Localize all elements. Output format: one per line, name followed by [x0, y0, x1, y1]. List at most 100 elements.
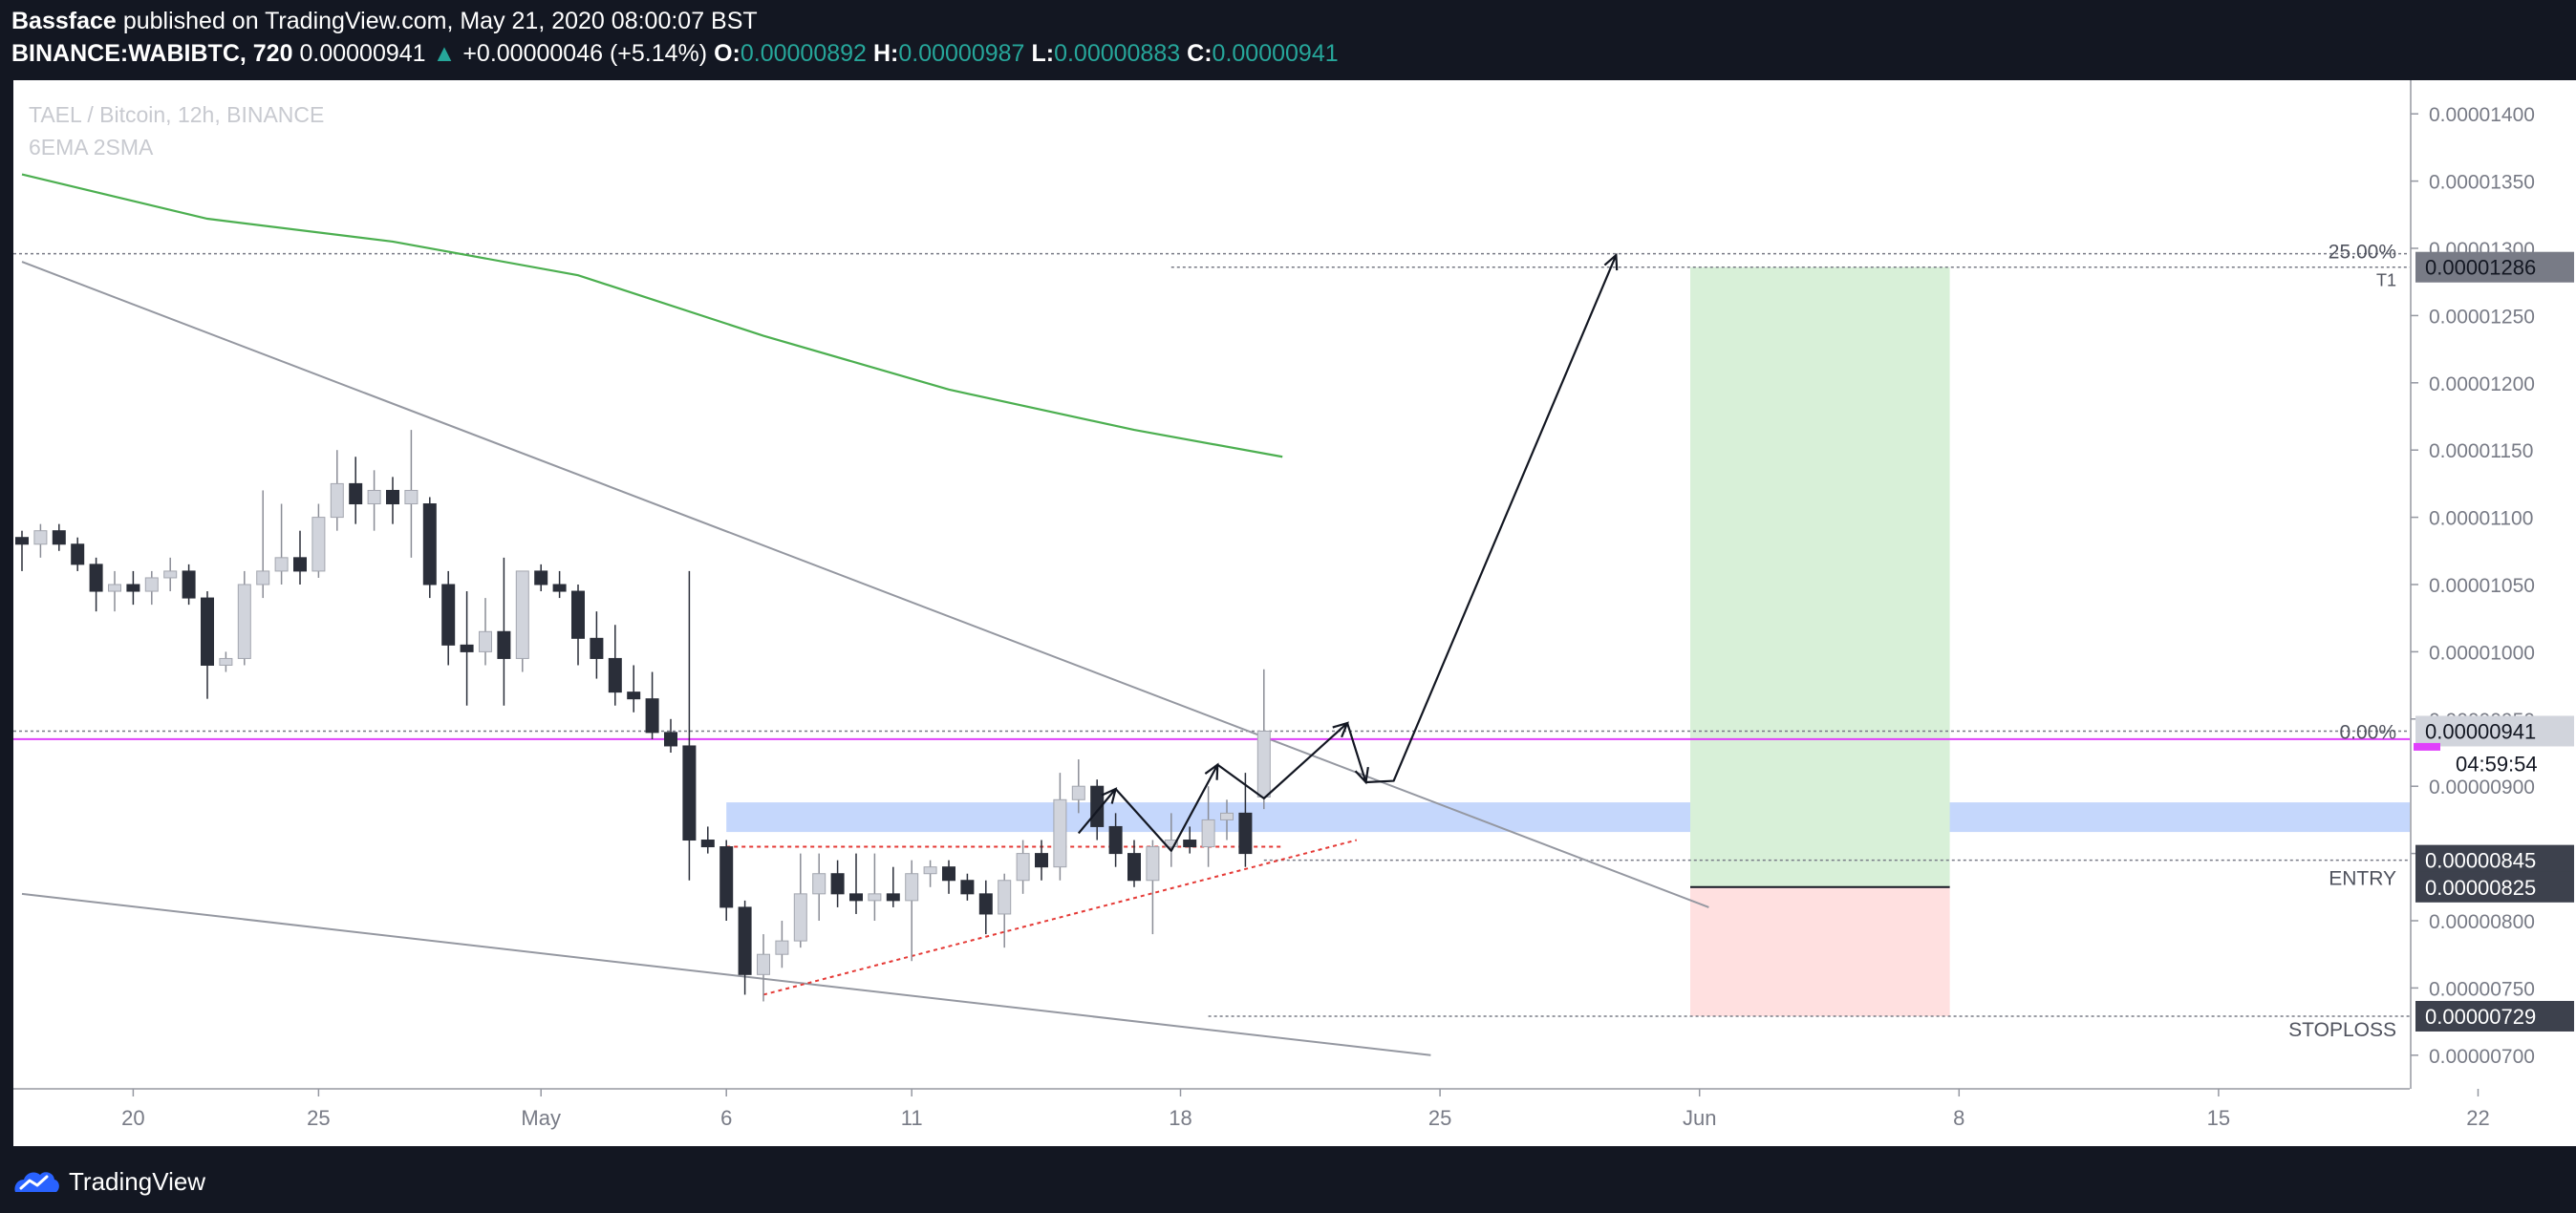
candle[interactable] [608, 657, 622, 693]
x-tick-label: 25 [307, 1106, 330, 1130]
symbol-name[interactable]: BINANCE:WABIBTC, 720 [11, 40, 293, 67]
y-tick-label: 0.00000900 [2429, 777, 2535, 798]
candle[interactable] [812, 873, 826, 895]
candle[interactable] [71, 543, 85, 565]
candle[interactable] [404, 489, 419, 505]
candle[interactable] [682, 745, 697, 841]
author-name[interactable]: Bassface [11, 8, 117, 34]
candle[interactable] [256, 570, 270, 585]
candle[interactable] [182, 570, 196, 599]
candle[interactable] [719, 846, 734, 908]
candle[interactable] [460, 644, 474, 652]
candle[interactable] [515, 570, 529, 659]
candle[interactable] [15, 537, 29, 545]
candle[interactable] [1016, 853, 1030, 882]
plot-area[interactable] [13, 80, 2410, 1089]
candle[interactable] [108, 584, 121, 592]
trend-line[interactable] [21, 261, 1709, 908]
candle[interactable] [905, 873, 919, 902]
candle[interactable] [219, 657, 233, 666]
candle[interactable] [923, 866, 937, 875]
price-label-box[interactable] [2415, 715, 2574, 747]
price-label-box[interactable] [2415, 871, 2574, 903]
candle[interactable] [237, 584, 251, 659]
triangle-support-line[interactable] [762, 839, 1358, 996]
y-tick-label: 0.00000800 [2429, 911, 2535, 933]
candle[interactable] [978, 893, 993, 915]
candle[interactable] [757, 953, 770, 975]
time-axis[interactable] [13, 1089, 2410, 1146]
candle[interactable] [1090, 785, 1105, 827]
candle[interactable] [33, 530, 48, 545]
support-zone[interactable] [726, 802, 2410, 833]
candle[interactable] [868, 893, 882, 902]
candle[interactable] [349, 482, 363, 505]
price-label-box[interactable] [2415, 844, 2574, 876]
candle[interactable] [1071, 785, 1085, 800]
candle[interactable] [1256, 730, 1271, 798]
candle[interactable] [1183, 840, 1197, 848]
candle[interactable] [330, 482, 344, 519]
candle[interactable] [1238, 812, 1253, 855]
candle[interactable] [700, 840, 715, 848]
candle[interactable] [627, 692, 641, 700]
x-tick-label: 25 [1428, 1106, 1451, 1130]
candle[interactable] [830, 873, 845, 895]
projection-arrow-path[interactable] [1077, 254, 1618, 852]
candle[interactable] [1146, 846, 1160, 882]
candle[interactable] [1108, 825, 1123, 855]
change-arrow-icon: ▲ [432, 40, 457, 67]
x-tick-label: 18 [1169, 1106, 1191, 1130]
candle[interactable] [793, 893, 807, 942]
candle[interactable] [775, 940, 789, 955]
candle[interactable] [664, 732, 677, 747]
stop-zone[interactable] [1690, 886, 1950, 1016]
tradingview-logo-icon[interactable] [11, 1167, 61, 1196]
candle[interactable] [571, 590, 585, 639]
candle[interactable] [386, 489, 399, 505]
candle[interactable] [441, 584, 456, 646]
candle[interactable] [738, 906, 752, 975]
candle[interactable] [89, 564, 103, 592]
candle[interactable] [163, 570, 178, 579]
price-axis[interactable] [2410, 80, 2576, 1089]
price-label-text: 0.00000729 [2425, 1005, 2536, 1029]
price-label-text: 0.00001286 [2425, 256, 2536, 280]
candle[interactable] [886, 893, 900, 902]
candle[interactable] [645, 698, 659, 734]
candle[interactable] [367, 489, 381, 505]
candle[interactable] [1201, 819, 1215, 848]
moving-average-line[interactable] [21, 173, 1283, 458]
price-label-box[interactable] [2446, 748, 2561, 779]
candle[interactable] [849, 893, 863, 902]
candle[interactable] [1220, 812, 1234, 820]
y-tick-label: 0.00001100 [2429, 508, 2533, 530]
candle[interactable] [590, 637, 604, 659]
candle[interactable] [998, 880, 1012, 915]
candle[interactable] [52, 530, 66, 545]
candle[interactable] [942, 866, 955, 882]
price-chart[interactable]: 25.00% T1 0.00% ENTRY STOPLOSS TAEL / Bitcoin… [0, 80, 2576, 1146]
candle[interactable] [422, 503, 437, 585]
y-tick-label: 0.00001400 [2429, 104, 2535, 126]
candle[interactable] [1035, 853, 1048, 868]
candle[interactable] [534, 570, 548, 585]
candle[interactable] [1127, 853, 1141, 882]
candle[interactable] [144, 577, 159, 592]
candle[interactable] [126, 584, 140, 592]
candle[interactable] [1053, 798, 1067, 868]
tradingview-brand[interactable]: TradingView [69, 1166, 206, 1196]
candle[interactable] [274, 557, 289, 572]
candle[interactable] [293, 557, 307, 572]
target-zone[interactable] [1690, 266, 1950, 887]
close-label: C: [1187, 40, 1213, 67]
candle[interactable] [479, 630, 492, 652]
candle[interactable] [960, 880, 975, 895]
candle[interactable] [552, 584, 567, 592]
price-label-box[interactable] [2415, 1000, 2574, 1032]
price-label-box[interactable] [2415, 251, 2574, 283]
candle[interactable] [497, 630, 511, 659]
trend-line[interactable] [21, 892, 1431, 1056]
candle[interactable] [311, 517, 326, 572]
candle[interactable] [201, 597, 214, 666]
